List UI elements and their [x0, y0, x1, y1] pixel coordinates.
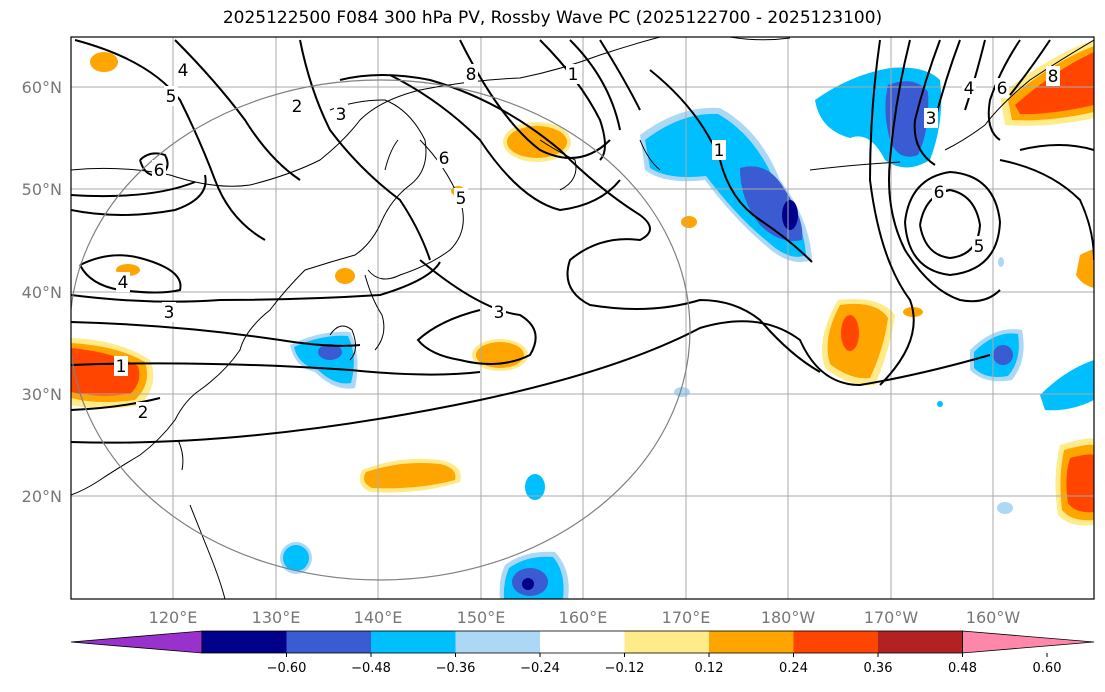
colorbar-segment: [202, 631, 287, 653]
colorbar-tick-label: 0.36: [864, 661, 893, 676]
contour-label: 4: [178, 61, 189, 81]
lon-label: 170°E: [662, 608, 711, 627]
contour-label: 4: [118, 273, 129, 293]
contour-label: 5: [166, 87, 177, 107]
colorbar-segment: [878, 631, 963, 653]
lon-label: 150°E: [457, 608, 506, 627]
colorbar-tick-label: −0.48: [351, 661, 391, 676]
colorbar-tick-label: 0.12: [695, 661, 724, 676]
colorbar-segment: [624, 631, 710, 653]
contour-labels: 5 4 2 3 6 8 1 6 5 3 1 3 2 4: [114, 60, 1060, 423]
contour-label: 4: [964, 79, 975, 99]
lon-label: 160°E: [559, 608, 608, 627]
colorbar-segment: [286, 631, 372, 653]
colorbar: −0.60 −0.48 −0.36 −0.24 −0.12 0.12 0.24 0.36 0.4…: [70, 630, 1095, 676]
lat-label: 20°N: [22, 487, 62, 506]
pv-anomaly-shading: [71, 40, 1094, 599]
pv-contours: [71, 39, 1094, 444]
contour-label: 5: [456, 189, 467, 209]
colorbar-tick-label: 0.48: [948, 661, 977, 676]
colorbar-segment: [793, 631, 879, 653]
lat-label: 30°N: [22, 385, 62, 404]
contour-label: 1: [714, 141, 725, 161]
contour-label: 8: [466, 65, 477, 85]
colorbar-segment: [540, 631, 625, 653]
lon-label: 130°E: [252, 608, 301, 627]
contour-label: 6: [997, 79, 1008, 99]
map-frame: [70, 36, 1095, 600]
lon-label: 160°W: [966, 608, 1021, 627]
colorbar-tick-label: 0.24: [779, 661, 808, 676]
contour-label: 3: [494, 303, 505, 323]
rossby-wave-region-circle: [71, 79, 691, 581]
colorbar-outline: [201, 630, 963, 654]
contour-label: 5: [974, 237, 985, 257]
contour-label: 6: [934, 183, 945, 203]
lat-label: 60°N: [22, 78, 62, 97]
longitude-labels: 120°E 130°E 140°E 150°E 160°E 170°E 180°…: [149, 608, 1021, 627]
lon-label: 120°E: [149, 608, 198, 627]
colorbar-tick-label: −0.60: [267, 661, 307, 676]
contour-label: 1: [116, 357, 127, 377]
lat-label: 40°N: [22, 283, 62, 302]
map-title: 2025122500 F084 300 hPa PV, Rossby Wave …: [222, 8, 883, 28]
colorbar-extend-low: [70, 630, 203, 654]
colorbar-extend-high: [962, 630, 1095, 654]
contour-label: 6: [154, 161, 165, 181]
contour-label: 6: [439, 149, 450, 169]
contour-label: 3: [926, 109, 937, 129]
contour-label: 1: [568, 65, 579, 85]
colorbar-tick-label: −0.12: [605, 661, 645, 676]
colorbar-segment: [371, 631, 456, 653]
lon-label: 180°W: [761, 608, 816, 627]
lon-label: 170°W: [864, 608, 919, 627]
contour-label: 2: [292, 97, 303, 117]
contour-label: 2: [138, 403, 149, 423]
colorbar-tick-label: −0.24: [520, 661, 560, 676]
colorbar-tick-label: 0.60: [1033, 661, 1062, 676]
contour-label: 3: [164, 303, 175, 323]
latitude-labels: 60°N 50°N 40°N 30°N 20°N: [22, 78, 62, 506]
colorbar-segment: [709, 631, 794, 653]
lat-label: 50°N: [22, 180, 62, 199]
colorbar-segment: [455, 631, 541, 653]
contour-label: 8: [1048, 67, 1059, 87]
colorbar-tick-label: −0.36: [436, 661, 476, 676]
lon-label: 140°E: [354, 608, 403, 627]
contour-label: 3: [336, 105, 347, 125]
